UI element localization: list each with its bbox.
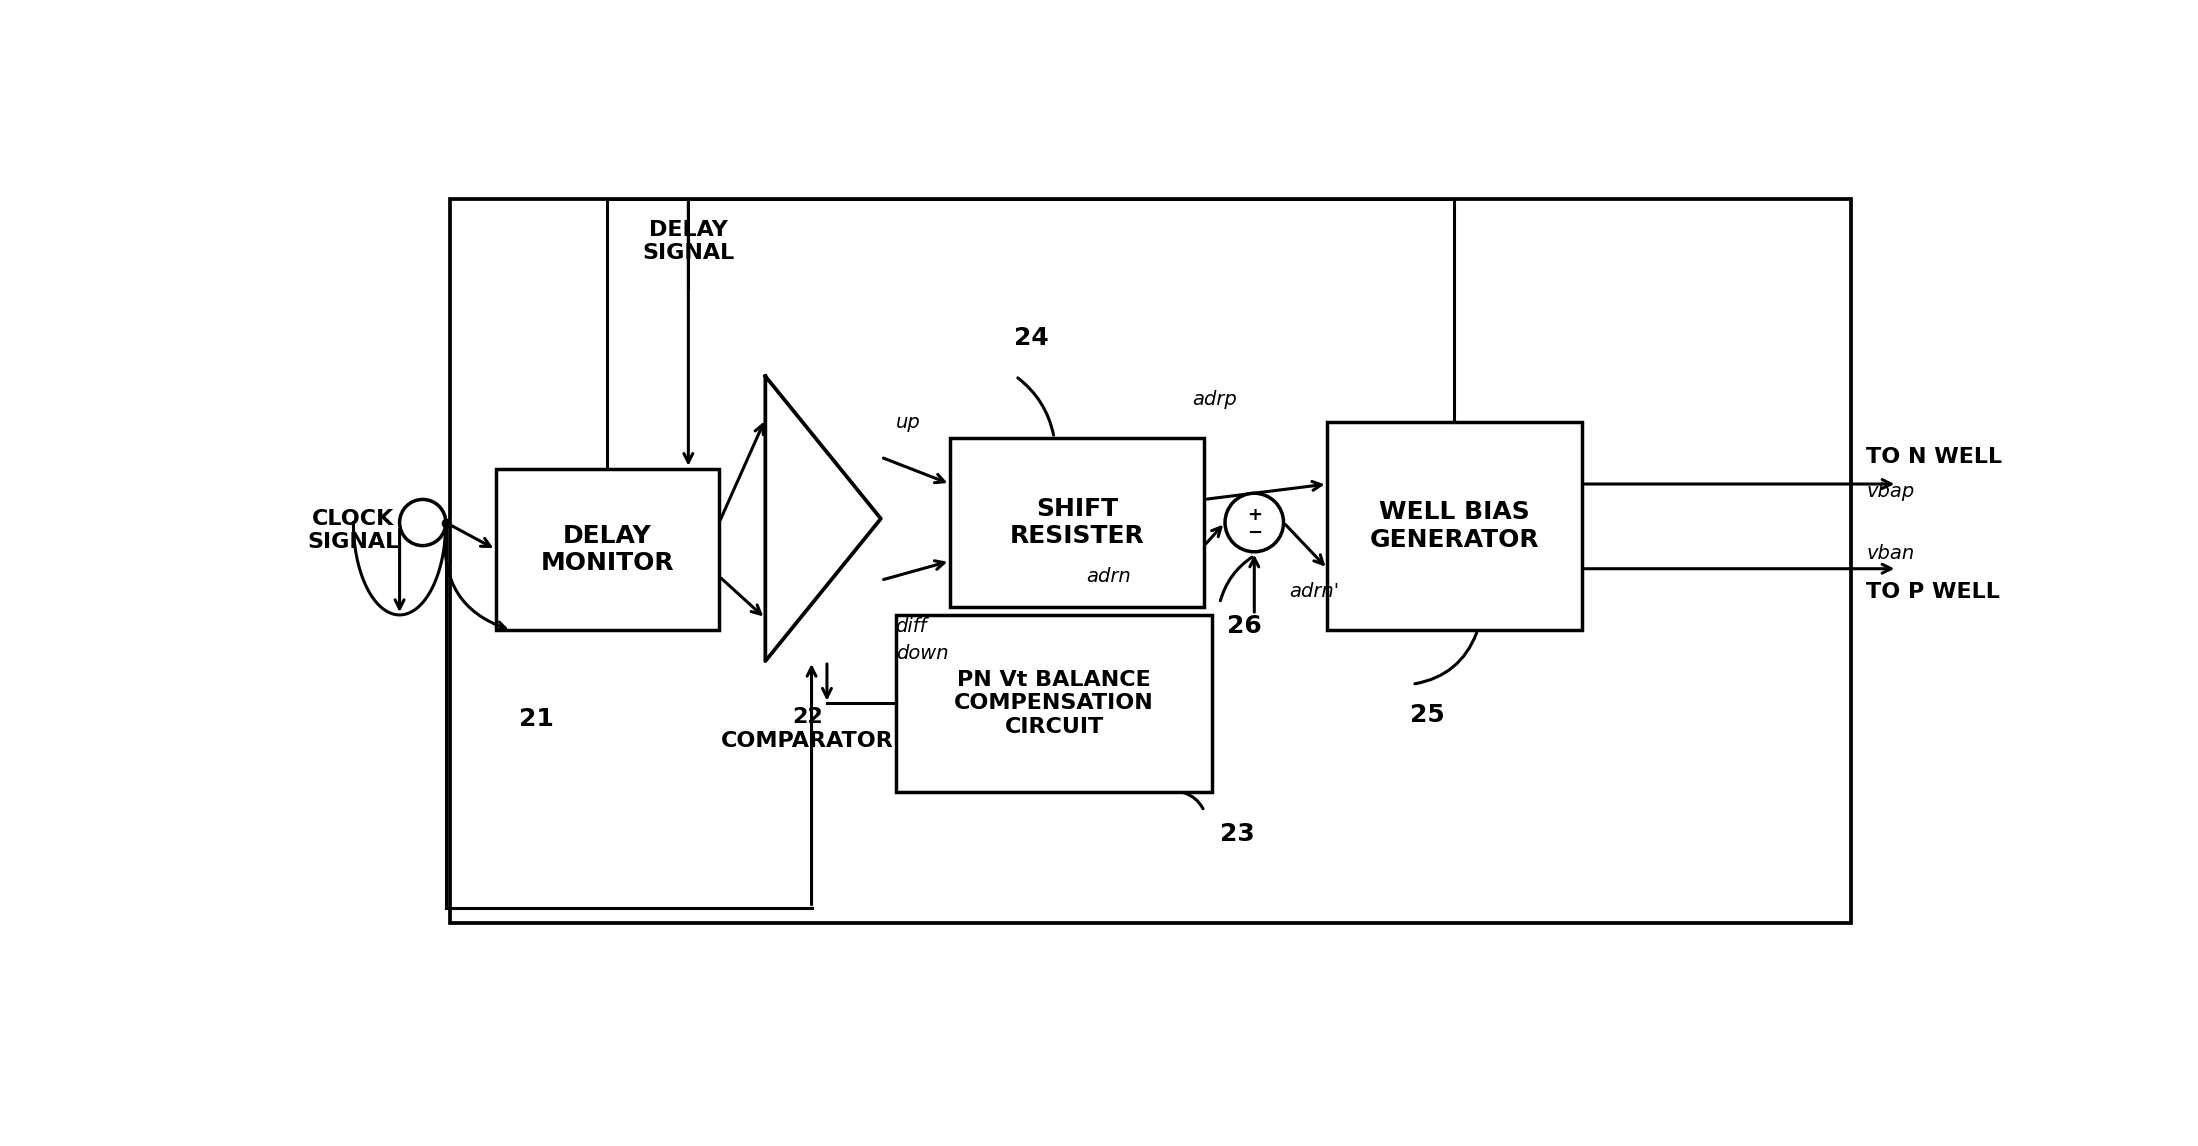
- Text: 24: 24: [1013, 325, 1048, 350]
- Text: diff: diff: [895, 617, 928, 636]
- Text: CLOCK
SIGNAL: CLOCK SIGNAL: [308, 509, 400, 552]
- Text: DELAY
SIGNAL: DELAY SIGNAL: [642, 220, 734, 264]
- Bar: [897, 615, 1211, 792]
- Text: down: down: [897, 644, 950, 662]
- Text: up: up: [897, 413, 921, 432]
- Text: adrn: adrn: [1086, 567, 1132, 586]
- Bar: [1328, 423, 1583, 630]
- Text: 22
COMPARATOR: 22 COMPARATOR: [721, 707, 895, 751]
- Text: 21: 21: [519, 707, 554, 731]
- Text: adrp: adrp: [1194, 390, 1237, 409]
- Text: −: −: [1246, 524, 1262, 542]
- Text: DELAY
MONITOR: DELAY MONITOR: [541, 524, 675, 575]
- Circle shape: [1224, 493, 1284, 551]
- Bar: [950, 438, 1205, 607]
- Text: 23: 23: [1220, 823, 1255, 847]
- Text: PN Vt BALANCE
COMPENSATION
CIRCUIT: PN Vt BALANCE COMPENSATION CIRCUIT: [954, 670, 1154, 737]
- Text: +: +: [1246, 507, 1262, 524]
- Text: SHIFT
RESISTER: SHIFT RESISTER: [1009, 496, 1145, 549]
- Bar: [451, 199, 1851, 923]
- Bar: [497, 469, 719, 630]
- Text: 25: 25: [1411, 702, 1444, 727]
- Text: TO P WELL: TO P WELL: [1866, 582, 2000, 602]
- Text: WELL BIAS
GENERATOR: WELL BIAS GENERATOR: [1369, 501, 1539, 552]
- Text: adrn': adrn': [1288, 582, 1339, 602]
- Text: 26: 26: [1226, 614, 1262, 638]
- Text: vban: vban: [1866, 544, 1914, 563]
- Text: TO N WELL: TO N WELL: [1866, 447, 2002, 468]
- Text: vbap: vbap: [1866, 482, 1914, 501]
